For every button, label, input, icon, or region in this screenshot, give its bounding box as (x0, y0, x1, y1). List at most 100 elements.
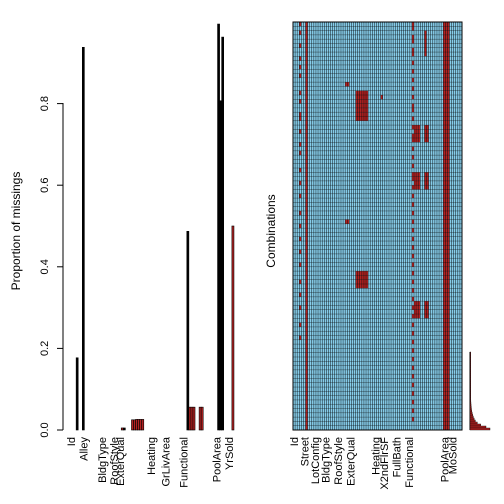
missing-cell (363, 99, 367, 104)
missing-cell (418, 305, 421, 310)
missing-cell (443, 271, 446, 276)
missing-cell (447, 344, 450, 349)
missing-cell (447, 146, 450, 151)
missing-cell (414, 185, 417, 190)
missing-cell (445, 326, 448, 332)
missing-cell (426, 309, 429, 315)
missing-cell (366, 90, 369, 96)
missing-cell (445, 404, 448, 409)
missing-cell (361, 271, 364, 276)
missing-cell (426, 137, 429, 143)
missing-cell (447, 86, 450, 91)
missing-cell (445, 64, 448, 70)
missing-cell (305, 417, 308, 422)
missing-cell (447, 219, 450, 224)
missing-cell (445, 408, 448, 413)
missing-cell (445, 202, 448, 207)
missing-cell (447, 305, 450, 310)
missing-cell (443, 283, 446, 289)
missing-cell (299, 223, 302, 229)
missing-cell (305, 245, 308, 250)
missing-cell (305, 271, 308, 276)
missing-cell (355, 107, 358, 113)
missing-cell (443, 129, 446, 134)
missing-cell (359, 279, 362, 284)
missing-cell (445, 223, 448, 229)
missing-cell (361, 112, 364, 117)
missing-cell (424, 185, 427, 190)
missing-cell (447, 90, 450, 96)
missing-cell (443, 146, 446, 151)
missing-cell (418, 314, 421, 319)
missing-cell (359, 107, 362, 113)
missing-cell (443, 288, 446, 293)
missing-proportion-bar (188, 406, 192, 431)
missing-cell (411, 103, 415, 108)
missing-cell (424, 125, 427, 130)
missing-cell (445, 77, 448, 83)
missing-cell (447, 155, 450, 160)
missing-cell (445, 296, 448, 302)
missing-cell (443, 39, 446, 44)
missing-cell (447, 116, 450, 121)
missing-proportion-bar (190, 406, 194, 431)
missing-proportion-bar (139, 419, 143, 431)
missing-cell (305, 125, 308, 130)
missing-cell (305, 163, 308, 169)
missing-cell (443, 266, 446, 272)
missing-cell (443, 198, 446, 203)
missing-cell (445, 301, 448, 306)
missing-cell (443, 56, 446, 61)
missing-cell (447, 335, 450, 340)
missing-cell (305, 86, 308, 91)
missing-cell (443, 236, 446, 242)
missing-cell (445, 322, 448, 327)
missing-cell (366, 99, 369, 104)
missing-cell (443, 241, 446, 246)
missing-cell (416, 314, 419, 319)
missing-cell (305, 99, 308, 104)
missing-proportion-barplot: 0.0 0.2 0.4 0.6 0.8 Proportion of missings I… (9, 23, 236, 488)
missing-cell (447, 107, 450, 113)
missing-cell (359, 283, 362, 289)
missing-cell (345, 82, 348, 87)
missing-cell (443, 335, 446, 340)
missing-cell (411, 322, 415, 327)
missing-cell (357, 283, 360, 289)
missing-cell (445, 374, 448, 379)
missing-cell (445, 236, 448, 242)
missing-cell (447, 215, 450, 220)
missing-cell (447, 382, 450, 388)
missing-cell (443, 120, 446, 126)
missing-cell (305, 64, 308, 70)
missing-cell (445, 146, 448, 151)
missing-cell (447, 73, 450, 78)
missing-cell (445, 34, 448, 40)
missing-cell (411, 382, 415, 388)
missing-cell (445, 185, 448, 190)
combination-frequency-bar (469, 407, 472, 411)
missing-cell (299, 73, 302, 78)
missing-cell (411, 39, 415, 44)
missing-cell (445, 318, 448, 323)
missing-cell (305, 168, 308, 173)
y-axis-label: Proportion of missings (9, 172, 23, 291)
missing-cell (416, 129, 419, 134)
missing-cell (411, 331, 415, 336)
missing-cell (443, 344, 446, 349)
missing-cell (299, 142, 302, 147)
missing-cell (414, 301, 417, 306)
missing-cell (447, 245, 450, 250)
missing-cell (443, 378, 446, 383)
missing-cell (443, 223, 446, 229)
missing-cell (416, 172, 419, 177)
missing-cell (447, 301, 450, 306)
missing-cell (424, 305, 427, 310)
missing-cell (305, 47, 308, 53)
missing-cell (305, 404, 308, 409)
missing-cell (447, 266, 450, 272)
missing-cell (445, 335, 448, 340)
missing-cell (447, 82, 450, 87)
missing-cell (305, 241, 308, 246)
